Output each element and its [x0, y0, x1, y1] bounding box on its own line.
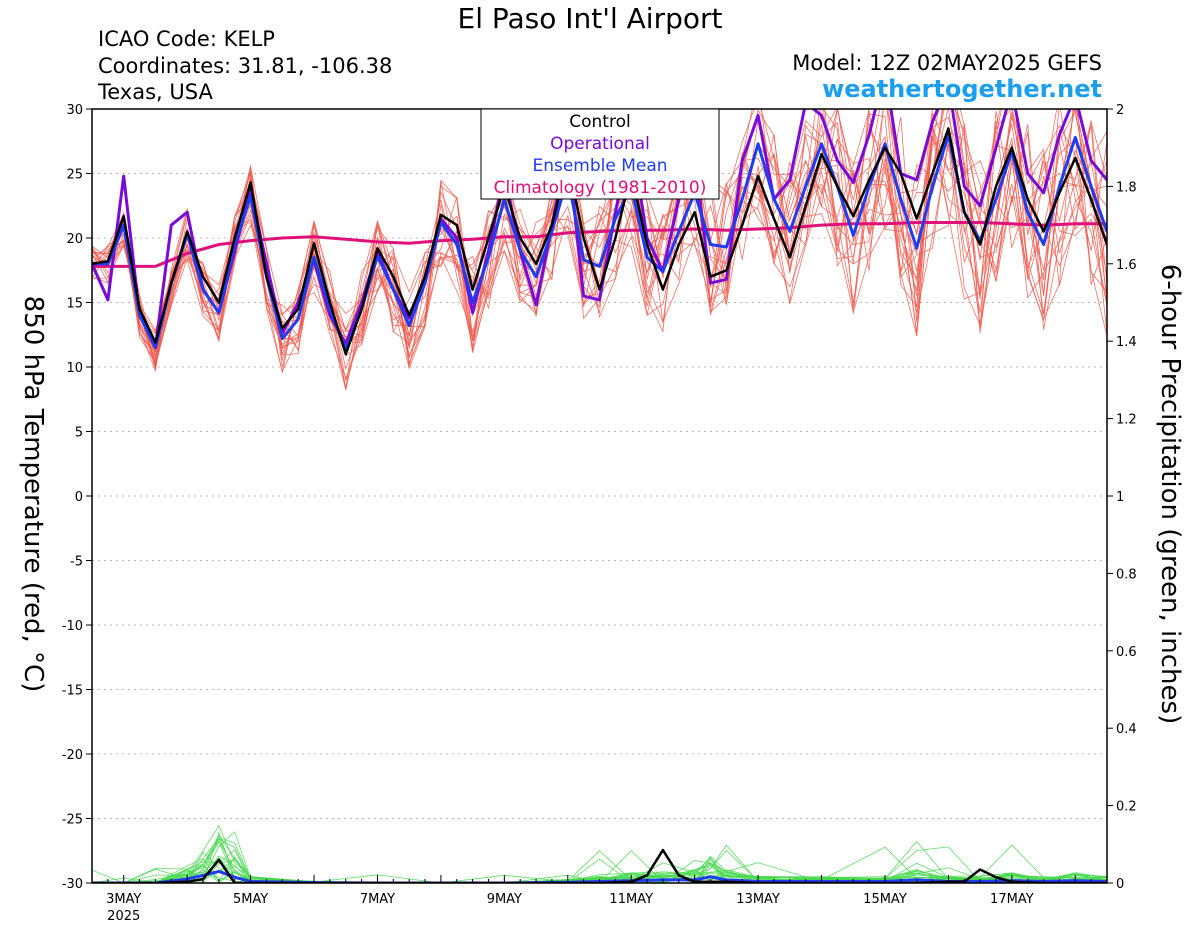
- region-label: Texas, USA: [98, 80, 213, 104]
- legend-entry: Climatology (1981-2010): [494, 178, 707, 198]
- control-line: [92, 127, 1107, 356]
- y-tick-label: -5: [70, 555, 83, 570]
- y-tick-label: 0: [75, 490, 83, 505]
- y-tick-label: 20: [66, 232, 83, 247]
- legend-entry: Ensemble Mean: [532, 156, 667, 176]
- chart-title: El Paso Int'l Airport: [457, 2, 723, 35]
- legend-box: [480, 108, 720, 200]
- y2-tick-label: 0: [1116, 877, 1124, 892]
- x-tick-label: 15MAY: [863, 892, 907, 907]
- x-tick-label: 9MAY: [487, 892, 522, 907]
- y-tick-label: -15: [62, 684, 83, 699]
- precip-control-line: [92, 848, 1107, 883]
- y2-tick-label: 0.4: [1116, 722, 1137, 737]
- y2-tick-label: 1: [1116, 490, 1124, 505]
- ensemble-member-temp-line: [92, 109, 1107, 368]
- legend-entry: Operational: [550, 134, 650, 154]
- icao-code: ICAO Code: KELP: [98, 27, 275, 51]
- ensemble-member-precip-line: [92, 838, 1107, 883]
- y-tick-label: -10: [62, 619, 83, 634]
- legend-entry: Control: [569, 112, 630, 132]
- coordinates: Coordinates: 31.81, -106.38: [98, 54, 393, 78]
- x-tick-label: 13MAY: [736, 892, 780, 907]
- x-tick-label: 11MAY: [609, 892, 653, 907]
- y-tick-label: -25: [62, 813, 83, 828]
- y2-tick-label: 1.2: [1116, 413, 1137, 428]
- y2-tick-label: 0.6: [1116, 645, 1137, 660]
- x-tick-label: 7MAY: [360, 892, 395, 907]
- x-tick-label: 5MAY: [233, 892, 268, 907]
- y-tick-label: 25: [66, 168, 83, 183]
- ensemble-member-temp-line: [92, 109, 1107, 357]
- y-tick-label: -30: [62, 877, 83, 892]
- y2-tick-label: 0.2: [1116, 800, 1137, 815]
- x-tick-sublabel: 2025: [107, 909, 140, 924]
- x-tick-label: 3MAY: [106, 892, 141, 907]
- ensemble-member-precip-line: [92, 849, 1107, 883]
- ensemble-member-temp-line: [92, 109, 1107, 352]
- y2-tick-label: 1.4: [1116, 335, 1137, 350]
- site-link[interactable]: weathertogether.net: [822, 75, 1102, 103]
- model-run: Model: 12Z 02MAY2025 GEFS: [792, 51, 1102, 75]
- y-tick-label: 30: [66, 103, 83, 118]
- y-tick-label: 5: [75, 426, 83, 441]
- y2-tick-label: 1.6: [1116, 258, 1137, 273]
- x-tick-label: 17MAY: [990, 892, 1034, 907]
- y2-tick-label: 2: [1116, 103, 1124, 118]
- y2-tick-label: 0.8: [1116, 567, 1137, 582]
- y-tick-label: -20: [62, 748, 83, 763]
- y-tick-label: 10: [66, 361, 83, 376]
- y2-tick-label: 1.8: [1116, 180, 1137, 195]
- y-tick-label: 15: [66, 297, 83, 312]
